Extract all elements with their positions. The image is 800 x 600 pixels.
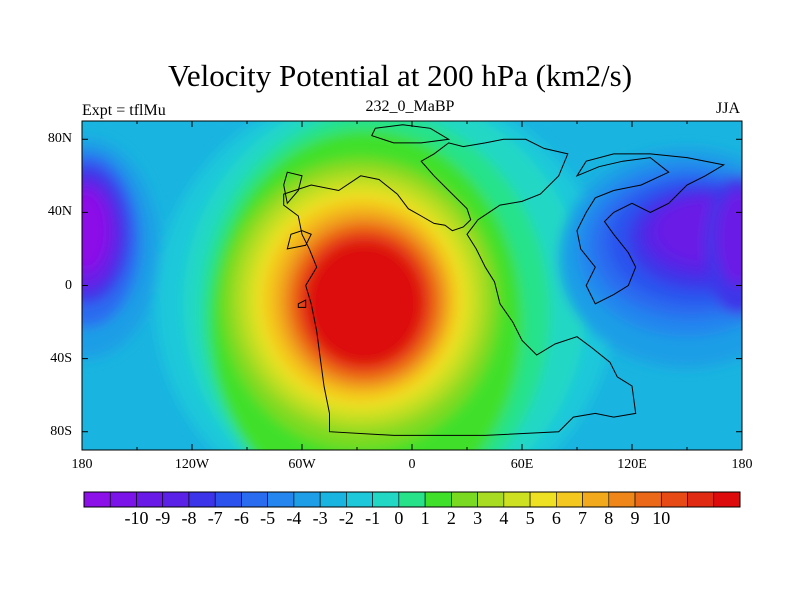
colorbar-label: 4 xyxy=(499,508,509,528)
colorbar-label: 10 xyxy=(652,508,671,528)
colorbar-box xyxy=(83,491,111,508)
left-string: Expt = tflMu xyxy=(82,102,166,119)
colorbar-label: -9 xyxy=(155,508,171,528)
colorbar-box xyxy=(477,491,505,508)
colorbar-box xyxy=(424,491,452,508)
continent-outline-path xyxy=(283,138,637,436)
y-tick-label: 80N xyxy=(47,131,72,147)
colorbar-box xyxy=(687,491,715,508)
colorbar xyxy=(83,491,741,508)
colorbar-label: -7 xyxy=(207,508,223,528)
y-tick-label: 40S xyxy=(50,350,72,366)
colorbar-box xyxy=(346,491,373,508)
level-band xyxy=(716,190,742,286)
continent-outline-path xyxy=(286,230,312,250)
colorbar-label: 2 xyxy=(446,508,456,528)
contour-field xyxy=(82,121,742,450)
x-tick-label: 120W xyxy=(174,457,210,472)
colorbar-box xyxy=(162,491,190,508)
colorbar-box xyxy=(372,491,400,508)
colorbar-box xyxy=(319,491,347,508)
chart-title: Velocity Potential at 200 hPa (km2/s) xyxy=(167,58,633,93)
x-tick-label: 60E xyxy=(510,457,534,472)
colorbar-label: -8 xyxy=(181,508,197,528)
colorbar-label: 1 xyxy=(420,508,430,528)
colorbar-box xyxy=(713,491,741,508)
colorbar-box xyxy=(582,491,610,508)
colorbar-box xyxy=(241,491,268,508)
y-tick-label: 40N xyxy=(47,204,72,220)
colorbar-box xyxy=(398,491,426,508)
colorbar-box xyxy=(556,491,583,508)
colorbar-box xyxy=(293,491,321,508)
colorbar-label: -3 xyxy=(312,508,328,528)
continent-outline-path xyxy=(297,299,307,308)
colorbar-box xyxy=(503,491,531,508)
colorbar-frame xyxy=(83,491,741,508)
x-tick-label: 60W xyxy=(288,457,316,472)
continent-outline-path xyxy=(370,124,451,144)
colorbar-box xyxy=(529,491,557,508)
colorbar-label: -6 xyxy=(233,508,249,528)
colorbar-label: -5 xyxy=(260,508,276,528)
colorbar-box xyxy=(451,491,478,508)
colorbar-label: 8 xyxy=(604,508,614,528)
x-tick-label: 120E xyxy=(617,457,647,472)
colorbar-label: -4 xyxy=(286,508,302,528)
colorbar-box xyxy=(267,491,295,508)
x-tick-label: 180 xyxy=(71,457,93,472)
center-string: 232_0_MaBP xyxy=(365,98,455,115)
colorbar-label: -2 xyxy=(338,508,354,528)
level-band xyxy=(307,243,422,365)
colorbar-box xyxy=(136,491,164,508)
colorbar-label: 7 xyxy=(578,508,588,528)
colorbar-label: -10 xyxy=(124,508,149,528)
right-string: JJA xyxy=(715,100,740,117)
colorbar-box xyxy=(634,491,662,508)
continent-outline-path xyxy=(283,171,303,205)
y-tick-label: 0 xyxy=(65,277,72,293)
colorbar-box xyxy=(214,491,242,508)
colorbar-label: -1 xyxy=(365,508,381,528)
colorbar-label: 9 xyxy=(630,508,640,528)
colorbar-label: 5 xyxy=(525,508,535,528)
colorbar-label: 0 xyxy=(394,508,404,528)
continent-outline-path xyxy=(575,153,726,305)
continent-outline xyxy=(283,124,726,436)
colorbar-label: 3 xyxy=(473,508,483,528)
x-tick-label: 180 xyxy=(731,457,753,472)
colorbar-label: 6 xyxy=(551,508,561,528)
colorbar-box xyxy=(608,491,636,508)
x-tick-label: 0 xyxy=(408,457,416,472)
colorbar-box xyxy=(109,491,137,508)
axis-ticks xyxy=(81,121,743,450)
colorbar-box xyxy=(660,491,688,508)
level-band xyxy=(82,190,108,271)
y-tick-label: 80S xyxy=(50,423,72,439)
colorbar-box xyxy=(188,491,216,508)
